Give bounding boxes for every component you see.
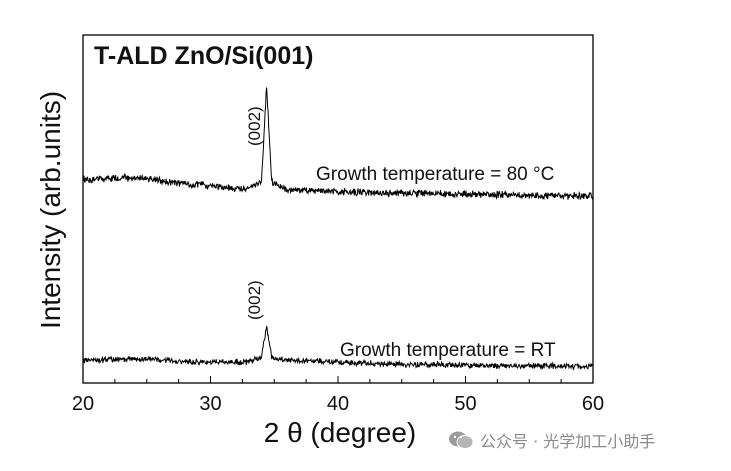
series-line-rt [82, 326, 594, 371]
chart-title: T-ALD ZnO/Si(001) [94, 42, 313, 70]
x-axis-tick-labels: 20 30 40 50 60 [72, 393, 604, 415]
x-axis-label: 2 θ (degree) [264, 417, 417, 448]
x-tick-label: 40 [327, 393, 349, 415]
series-lines [82, 87, 594, 371]
wechat-icon [449, 431, 474, 449]
x-axis-ticks [82, 376, 594, 383]
x-tick-label: 30 [199, 393, 221, 415]
series-annotation-80c: Growth temperature = 80 °C [316, 164, 554, 185]
series-annotation-rt: Growth temperature = RT [340, 340, 556, 361]
watermark: 公众号 · 光学加工小助手 [448, 428, 655, 452]
series-line-80c [82, 87, 594, 201]
peak-label-rt: (002) [245, 280, 264, 320]
peak-label-80c: (002) [245, 106, 264, 146]
plot-frame [82, 34, 594, 384]
x-tick-label: 60 [582, 393, 604, 415]
y-axis-label: Intensity (arb.units) [35, 91, 66, 329]
watermark-text: 公众号 · 光学加工小助手 [480, 432, 656, 451]
x-tick-label: 20 [72, 393, 94, 415]
x-tick-label: 50 [454, 393, 476, 415]
